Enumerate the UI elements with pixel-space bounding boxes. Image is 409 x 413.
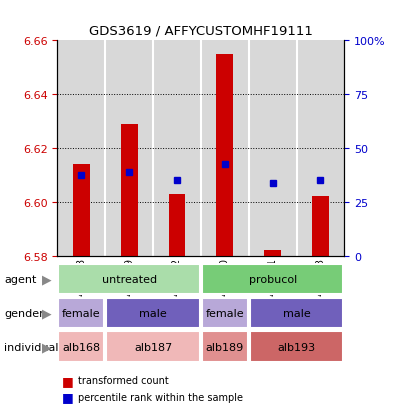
- Bar: [201, 264, 343, 294]
- Text: female: female: [205, 308, 243, 318]
- Bar: [121, 125, 137, 256]
- Text: ■: ■: [61, 390, 73, 404]
- Text: percentile rank within the sample: percentile rank within the sample: [78, 392, 242, 402]
- Bar: [216, 55, 233, 256]
- Text: ▶: ▶: [42, 306, 52, 320]
- Bar: [249, 298, 343, 328]
- Text: agent: agent: [4, 274, 36, 284]
- Bar: [200, 41, 248, 256]
- Text: alb187: alb187: [134, 342, 172, 352]
- Text: probucol: probucol: [248, 274, 296, 284]
- Bar: [57, 41, 105, 256]
- Bar: [296, 41, 344, 256]
- Text: untreated: untreated: [101, 274, 156, 284]
- Text: ▶: ▶: [42, 340, 52, 354]
- Bar: [249, 332, 343, 362]
- Text: alb168: alb168: [62, 342, 100, 352]
- Text: ■: ■: [61, 374, 73, 387]
- Bar: [201, 298, 247, 328]
- Text: ▶: ▶: [42, 273, 52, 286]
- Text: alb193: alb193: [277, 342, 315, 352]
- Text: individual: individual: [4, 342, 58, 352]
- Bar: [105, 41, 153, 256]
- Bar: [106, 298, 200, 328]
- Bar: [201, 332, 247, 362]
- Bar: [58, 264, 200, 294]
- Text: male: male: [139, 308, 166, 318]
- Bar: [248, 41, 296, 256]
- Text: gender: gender: [4, 308, 44, 318]
- Bar: [58, 298, 104, 328]
- Text: transformed count: transformed count: [78, 375, 168, 385]
- Bar: [311, 197, 328, 256]
- Text: alb189: alb189: [205, 342, 243, 352]
- Bar: [168, 195, 185, 256]
- Bar: [264, 251, 280, 256]
- Bar: [106, 332, 200, 362]
- Text: female: female: [62, 308, 100, 318]
- Title: GDS3619 / AFFYCUSTOMHF19111: GDS3619 / AFFYCUSTOMHF19111: [89, 24, 312, 37]
- Bar: [73, 165, 90, 256]
- Text: male: male: [282, 308, 310, 318]
- Bar: [58, 332, 104, 362]
- Bar: [153, 41, 200, 256]
